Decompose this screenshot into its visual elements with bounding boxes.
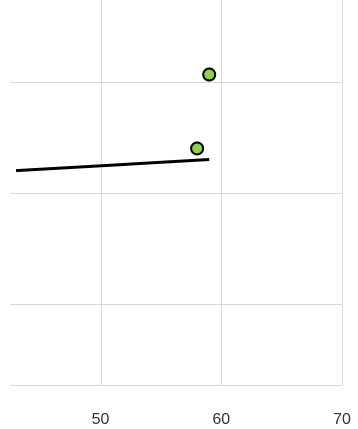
x-tick-label: 70	[333, 411, 351, 428]
trendline-layer	[15, 158, 210, 173]
x-tick-labels: 50 60 70	[92, 411, 351, 428]
data-point	[202, 67, 217, 82]
x-tick-label: 60	[212, 411, 230, 428]
x-tick-label: 50	[92, 411, 110, 428]
gridlines	[10, 0, 343, 385]
data-point	[190, 141, 205, 156]
points-layer	[190, 67, 217, 156]
trendline	[15, 158, 210, 173]
